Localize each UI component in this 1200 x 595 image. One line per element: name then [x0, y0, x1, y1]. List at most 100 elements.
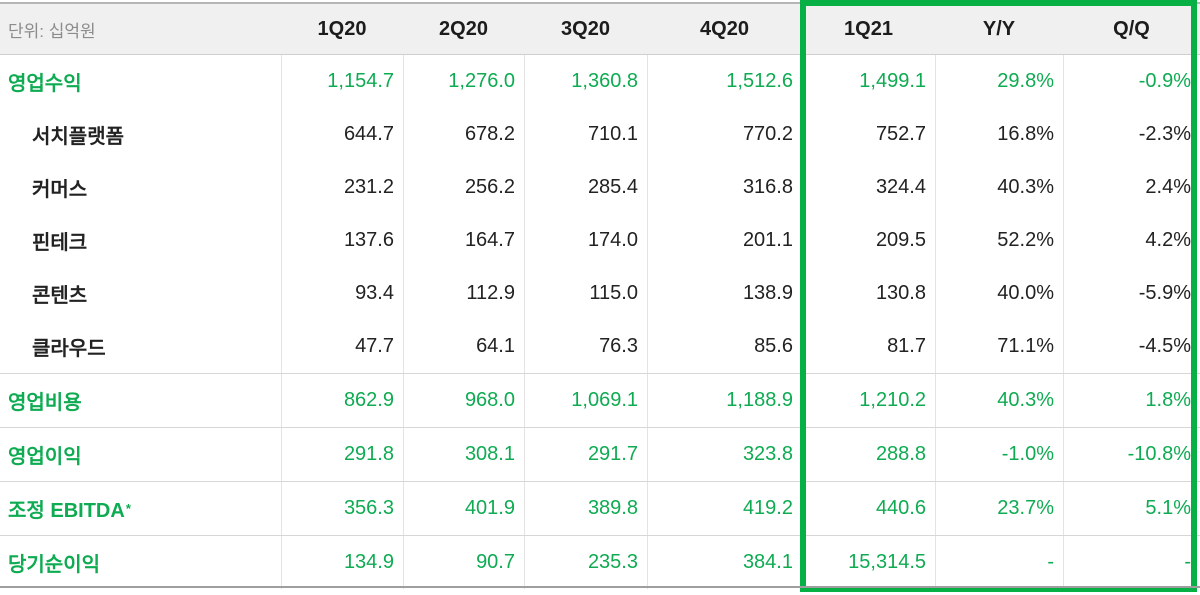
cell-value: 115.0 — [524, 267, 647, 320]
financial-table: 단위: 십억원 1Q20 2Q20 3Q20 4Q20 1Q21 Y/Y Q/Q 영업수익 1… — [0, 4, 1200, 589]
table-row: 클라우드 47.7 64.1 76.3 85.6 81.7 71.1% -4.5% — [0, 320, 1200, 373]
cell-value: 40.3% — [935, 161, 1063, 214]
cell-value: 285.4 — [524, 161, 647, 214]
cell-value: 1.8% — [1063, 374, 1200, 427]
cell-value: 288.8 — [802, 428, 935, 481]
cell-value: 1,360.8 — [524, 55, 647, 108]
cell-value: 644.7 — [281, 108, 403, 161]
cell-value: 862.9 — [281, 374, 403, 427]
cell-value: 52.2% — [935, 214, 1063, 267]
column-header-y-y: Y/Y — [982, 17, 1016, 40]
row-label-text: 커머스 — [32, 179, 88, 201]
cell-value: -5.9% — [1063, 267, 1200, 320]
cell-value: 1,188.9 — [647, 374, 802, 427]
row-label: 콘텐츠 — [0, 267, 281, 320]
cell-value: 201.1 — [647, 214, 802, 267]
cell-value: 308.1 — [403, 428, 524, 481]
row-label-text: 클라우드 — [32, 338, 106, 360]
column-header-q-q: Q/Q — [1113, 17, 1150, 40]
cell-value: -10.8% — [1063, 428, 1200, 481]
cell-value: 1,069.1 — [524, 374, 647, 427]
cell-value: 440.6 — [802, 482, 935, 535]
row-label: 핀테크 — [0, 214, 281, 267]
column-header-3q20: 3Q20 — [561, 17, 610, 40]
cell-value: -0.9% — [1063, 55, 1200, 108]
row-label: 영업이익 — [0, 428, 281, 481]
cell-value: -4.5% — [1063, 320, 1200, 373]
cell-value: 174.0 — [524, 214, 647, 267]
cell-value: 1,276.0 — [403, 55, 524, 108]
row-label-text: 서치플랫폼 — [32, 126, 124, 148]
cell-value: 40.3% — [935, 374, 1063, 427]
cell-value: 47.7 — [281, 320, 403, 373]
cell-value: 2.4% — [1063, 161, 1200, 214]
cell-value: 678.2 — [403, 108, 524, 161]
unit-label: 단위: 십억원 — [8, 21, 96, 41]
cell-value: 93.4 — [281, 267, 403, 320]
cell-value: 324.4 — [802, 161, 935, 214]
cell-value: 137.6 — [281, 214, 403, 267]
row-label-text: 당기순이익 — [8, 554, 100, 576]
row-label-text: 조정 EBITDA — [8, 500, 125, 522]
table-row: 영업비용 862.9 968.0 1,069.1 1,188.9 1,210.2 40.3%… — [0, 373, 1200, 427]
cell-value: 15,314.5 — [802, 536, 935, 589]
cell-value: 138.9 — [647, 267, 802, 320]
cell-value: 1,154.7 — [281, 55, 403, 108]
cell-value: 231.2 — [281, 161, 403, 214]
cell-value: -2.3% — [1063, 108, 1200, 161]
cell-value: 85.6 — [647, 320, 802, 373]
row-label: 조정 EBITDA * — [0, 482, 281, 535]
table-row: 영업이익 291.8 308.1 291.7 323.8 288.8 -1.0% -10.8% — [0, 427, 1200, 481]
cell-value: 291.8 — [281, 428, 403, 481]
cell-value: 134.9 — [281, 536, 403, 589]
cell-value: 1,210.2 — [802, 374, 935, 427]
cell-value: 356.3 — [281, 482, 403, 535]
cell-value: 5.1% — [1063, 482, 1200, 535]
table-row: 조정 EBITDA * 356.3 401.9 389.8 419.2 440.6 23.7%… — [0, 481, 1200, 535]
cell-value: 112.9 — [403, 267, 524, 320]
row-label: 당기순이익 — [0, 536, 281, 589]
cell-value: 256.2 — [403, 161, 524, 214]
table-row: 핀테크 137.6 164.7 174.0 201.1 209.5 52.2% 4.2% — [0, 214, 1200, 267]
cell-value: 968.0 — [403, 374, 524, 427]
cell-value: 64.1 — [403, 320, 524, 373]
cell-value: 235.3 — [524, 536, 647, 589]
cell-value: 81.7 — [802, 320, 935, 373]
cell-value: 1,499.1 — [802, 55, 935, 108]
cell-value: 291.7 — [524, 428, 647, 481]
table-row: 콘텐츠 93.4 112.9 115.0 138.9 130.8 40.0% -5.9% — [0, 267, 1200, 320]
row-label-text: 콘텐츠 — [32, 285, 88, 307]
cell-value: 164.7 — [403, 214, 524, 267]
table-header-row: 단위: 십억원 1Q20 2Q20 3Q20 4Q20 1Q21 Y/Y Q/Q — [0, 4, 1200, 55]
row-label: 커머스 — [0, 161, 281, 214]
cell-value: 4.2% — [1063, 214, 1200, 267]
row-label: 영업수익 — [0, 55, 281, 108]
column-header-1q21: 1Q21 — [844, 17, 893, 40]
column-header-2q20: 2Q20 — [439, 17, 488, 40]
cell-value: 16.8% — [935, 108, 1063, 161]
cell-value: - — [1063, 536, 1200, 589]
cell-value: 40.0% — [935, 267, 1063, 320]
row-label-text: 영업비용 — [8, 392, 82, 414]
row-label: 클라우드 — [0, 320, 281, 373]
cell-value: 752.7 — [802, 108, 935, 161]
column-header-1q20: 1Q20 — [317, 17, 367, 40]
table-row: 당기순이익 134.9 90.7 235.3 384.1 15,314.5- - — [0, 535, 1200, 589]
column-header-4q20: 4Q20 — [700, 17, 749, 40]
row-label: 서치플랫폼 — [0, 108, 281, 161]
cell-value: 401.9 — [403, 482, 524, 535]
table-row: 커머스 231.2 256.2 285.4 316.8 324.4 40.3% 2.4% — [0, 161, 1200, 214]
cell-value: 1,512.6 — [647, 55, 802, 108]
cell-value: 23.7% — [935, 482, 1063, 535]
table-top-border — [0, 2, 1200, 4]
cell-value: 71.1% — [935, 320, 1063, 373]
cell-value: 76.3 — [524, 320, 647, 373]
cell-value: 29.8% — [935, 55, 1063, 108]
cell-value: 323.8 — [647, 428, 802, 481]
row-label-text: 영업이익 — [8, 446, 82, 468]
cell-value: 389.8 — [524, 482, 647, 535]
cell-value: 419.2 — [647, 482, 802, 535]
cell-value: 90.7 — [403, 536, 524, 589]
row-label: 영업비용 — [0, 374, 281, 427]
